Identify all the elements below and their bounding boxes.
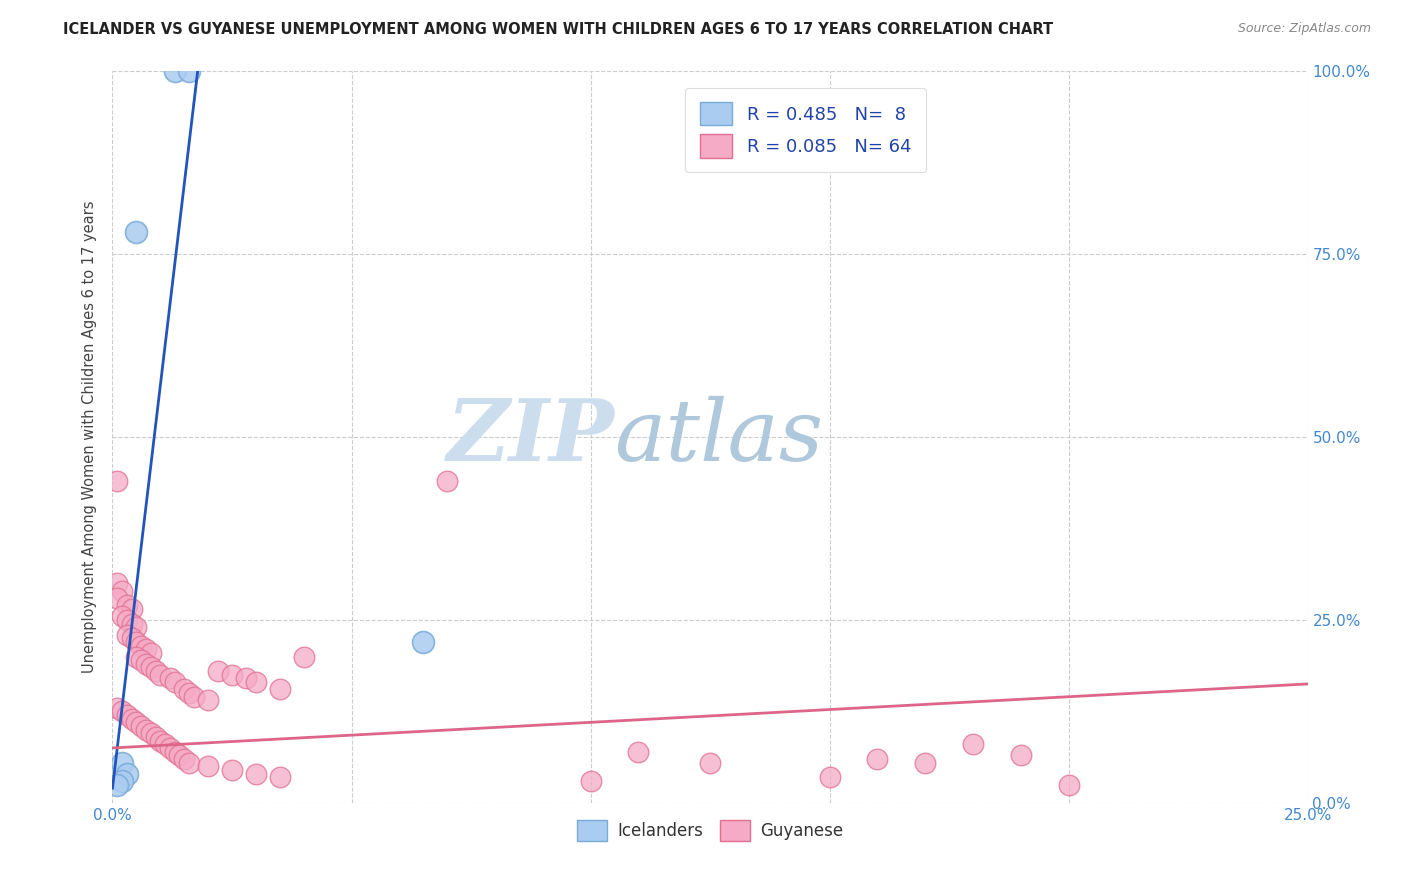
Point [579,773,602,788]
Point [159,672,181,686]
Point [135,657,157,671]
Point [111,773,134,788]
Point [269,770,291,784]
Point [139,726,162,740]
Point [135,723,157,737]
Point [1057,778,1080,792]
Legend: Icelanders, Guyanese: Icelanders, Guyanese [569,811,851,849]
Point [962,737,984,751]
Point [125,635,148,649]
Point [269,682,291,697]
Point [115,766,138,780]
Point [105,474,128,488]
Point [145,664,167,678]
Point [412,635,434,649]
Text: ZIP: ZIP [447,395,614,479]
Point [111,705,134,719]
Point [121,602,143,616]
Point [125,620,148,634]
Point [292,649,315,664]
Point [121,712,143,726]
Point [1010,748,1032,763]
Point [177,686,200,700]
Point [173,752,195,766]
Point [125,715,148,730]
Point [183,690,205,704]
Point [245,766,267,780]
Point [111,756,134,770]
Point [866,752,889,766]
Point [699,756,721,770]
Point [111,609,134,624]
Point [221,763,243,777]
Point [159,740,181,755]
Point [105,576,128,591]
Point [235,672,257,686]
Point [207,664,229,678]
Point [177,64,200,78]
Point [105,700,128,714]
Point [105,778,128,792]
Point [125,649,148,664]
Point [149,667,172,681]
Text: atlas: atlas [614,396,824,478]
Point [163,64,186,78]
Point [129,653,152,667]
Point [115,627,138,641]
Point [105,591,128,605]
Point [627,745,650,759]
Point [129,639,152,653]
Point [163,745,186,759]
Point [111,583,134,598]
Y-axis label: Unemployment Among Women with Children Ages 6 to 17 years: Unemployment Among Women with Children A… [82,201,97,673]
Point [139,646,162,660]
Point [145,730,167,744]
Point [221,667,243,681]
Point [245,675,267,690]
Point [115,599,138,613]
Point [121,632,143,646]
Point [121,616,143,631]
Text: ICELANDER VS GUYANESE UNEMPLOYMENT AMONG WOMEN WITH CHILDREN AGES 6 TO 17 YEARS : ICELANDER VS GUYANESE UNEMPLOYMENT AMONG… [63,22,1053,37]
Point [914,756,936,770]
Point [129,719,152,733]
Point [197,759,219,773]
Point [139,660,162,674]
Point [149,733,172,747]
Point [197,693,219,707]
Point [436,474,458,488]
Point [115,708,138,723]
Text: Source: ZipAtlas.com: Source: ZipAtlas.com [1237,22,1371,36]
Point [115,613,138,627]
Point [169,748,191,763]
Point [818,770,841,784]
Point [125,225,148,239]
Point [163,675,186,690]
Point [173,682,195,697]
Point [135,642,157,657]
Point [177,756,200,770]
Point [153,737,176,751]
